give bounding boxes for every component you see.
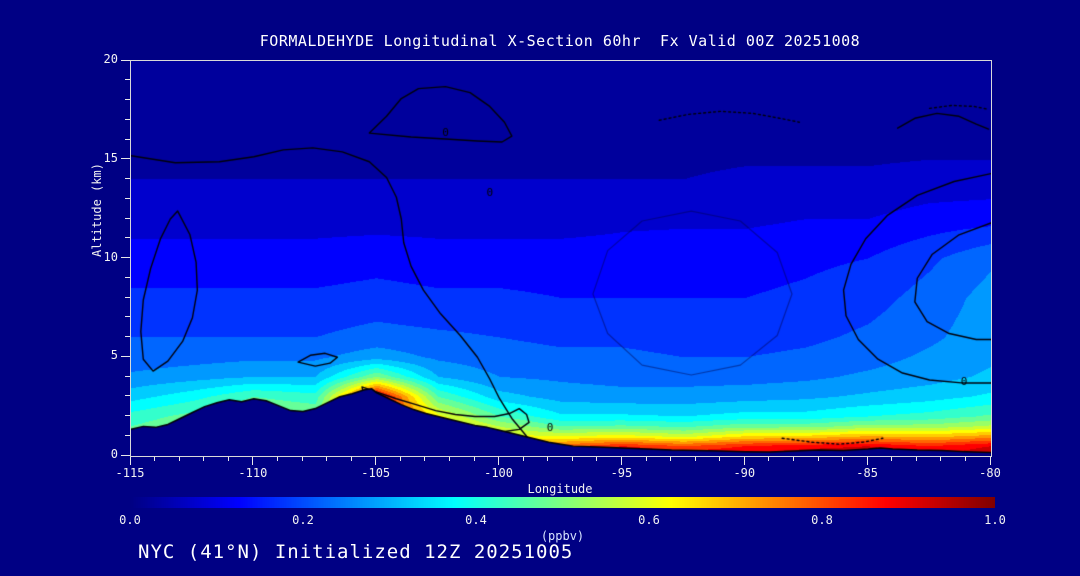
x-minor-tick: [522, 457, 524, 461]
x-major-tick: [743, 457, 745, 465]
y-minor-tick: [125, 99, 130, 100]
plot-title: FORMALDEHYDE Longitudinal X-Section 60hr…: [259, 32, 861, 50]
colorbar-gradient-canvas: [130, 497, 995, 508]
x-minor-tick: [670, 457, 672, 461]
x-tick-label: -110: [238, 466, 268, 480]
x-minor-tick: [792, 457, 794, 461]
x-minor-tick: [424, 457, 426, 461]
x-minor-tick: [940, 457, 942, 461]
y-minor-tick: [125, 395, 130, 397]
x-tick-label: -105: [361, 466, 391, 480]
y-tick-label: 10: [103, 249, 118, 264]
x-minor-tick: [227, 457, 229, 461]
x-minor-tick: [694, 457, 696, 461]
y-tick-label: 5: [110, 348, 118, 363]
colorbar: [130, 497, 995, 508]
colorbar-tick-label: 0.6: [638, 513, 660, 527]
x-minor-tick: [964, 457, 966, 461]
y-tick-label: 0: [110, 447, 118, 461]
x-minor-tick: [473, 457, 475, 461]
x-axis-title: Longitude: [527, 482, 593, 496]
colorbar-tick-label: 0.0: [119, 513, 141, 527]
y-minor-tick: [125, 434, 130, 436]
y-minor-tick: [125, 375, 130, 377]
x-minor-tick: [203, 457, 205, 461]
y-major-tick: [121, 355, 130, 357]
y-major-tick: [121, 454, 130, 456]
x-major-tick: [498, 457, 500, 465]
y-minor-tick: [125, 237, 130, 239]
y-minor-tick: [125, 79, 130, 81]
x-minor-tick: [178, 457, 180, 461]
x-major-tick: [989, 457, 991, 465]
y-major-tick: [121, 59, 130, 61]
x-tick-label: -80: [979, 466, 1001, 480]
y-major-tick: [121, 158, 130, 160]
x-minor-tick: [645, 457, 647, 461]
x-minor-tick: [842, 457, 844, 461]
x-tick-label: -85: [856, 466, 878, 480]
x-minor-tick: [547, 457, 549, 461]
x-minor-tick: [154, 457, 156, 461]
y-minor-tick: [125, 336, 130, 337]
x-minor-tick: [596, 457, 598, 461]
y-tick-label: 20: [103, 52, 118, 66]
x-minor-tick: [399, 457, 401, 461]
y-minor-tick: [125, 178, 130, 179]
x-minor-tick: [276, 457, 278, 461]
init-info-text: NYC (41°N) Initialized 12Z 20251005: [138, 541, 574, 563]
y-minor-tick: [125, 296, 130, 298]
plot-area: [130, 60, 992, 457]
y-minor-tick: [125, 316, 130, 318]
x-minor-tick: [915, 457, 917, 461]
x-minor-tick: [719, 457, 721, 461]
x-minor-tick: [891, 457, 893, 461]
x-major-tick: [620, 457, 622, 465]
y-minor-tick: [125, 217, 130, 219]
colorbar-tick-label: 0.4: [465, 513, 487, 527]
x-tick-label: -115: [115, 466, 145, 480]
y-minor-tick: [125, 415, 130, 416]
y-minor-tick: [125, 138, 130, 140]
x-tick-label: -90: [733, 466, 756, 480]
x-major-tick: [252, 457, 254, 465]
colorbar-tick-label: 0.8: [811, 513, 833, 527]
x-tick-label: -95: [610, 466, 633, 480]
y-major-tick: [121, 257, 130, 258]
y-minor-tick: [125, 197, 130, 199]
y-minor-tick: [125, 118, 130, 120]
x-minor-tick: [768, 457, 770, 461]
x-minor-tick: [448, 457, 450, 461]
y-tick-label: 15: [103, 150, 118, 165]
x-tick-label: -100: [484, 466, 514, 480]
colorbar-tick-label: 0.2: [292, 513, 314, 527]
x-minor-tick: [817, 457, 819, 461]
colorbar-tick-label: 1.0: [984, 513, 1006, 527]
x-major-tick: [866, 457, 868, 465]
x-minor-tick: [326, 457, 328, 461]
x-major-tick: [129, 457, 131, 465]
x-minor-tick: [301, 457, 303, 461]
heatmap-canvas: [131, 61, 991, 456]
x-minor-tick: [350, 457, 352, 461]
x-major-tick: [375, 457, 377, 465]
x-minor-tick: [571, 457, 573, 461]
y-minor-tick: [125, 276, 130, 278]
colorbar-unit-label: (ppbv): [540, 529, 585, 543]
